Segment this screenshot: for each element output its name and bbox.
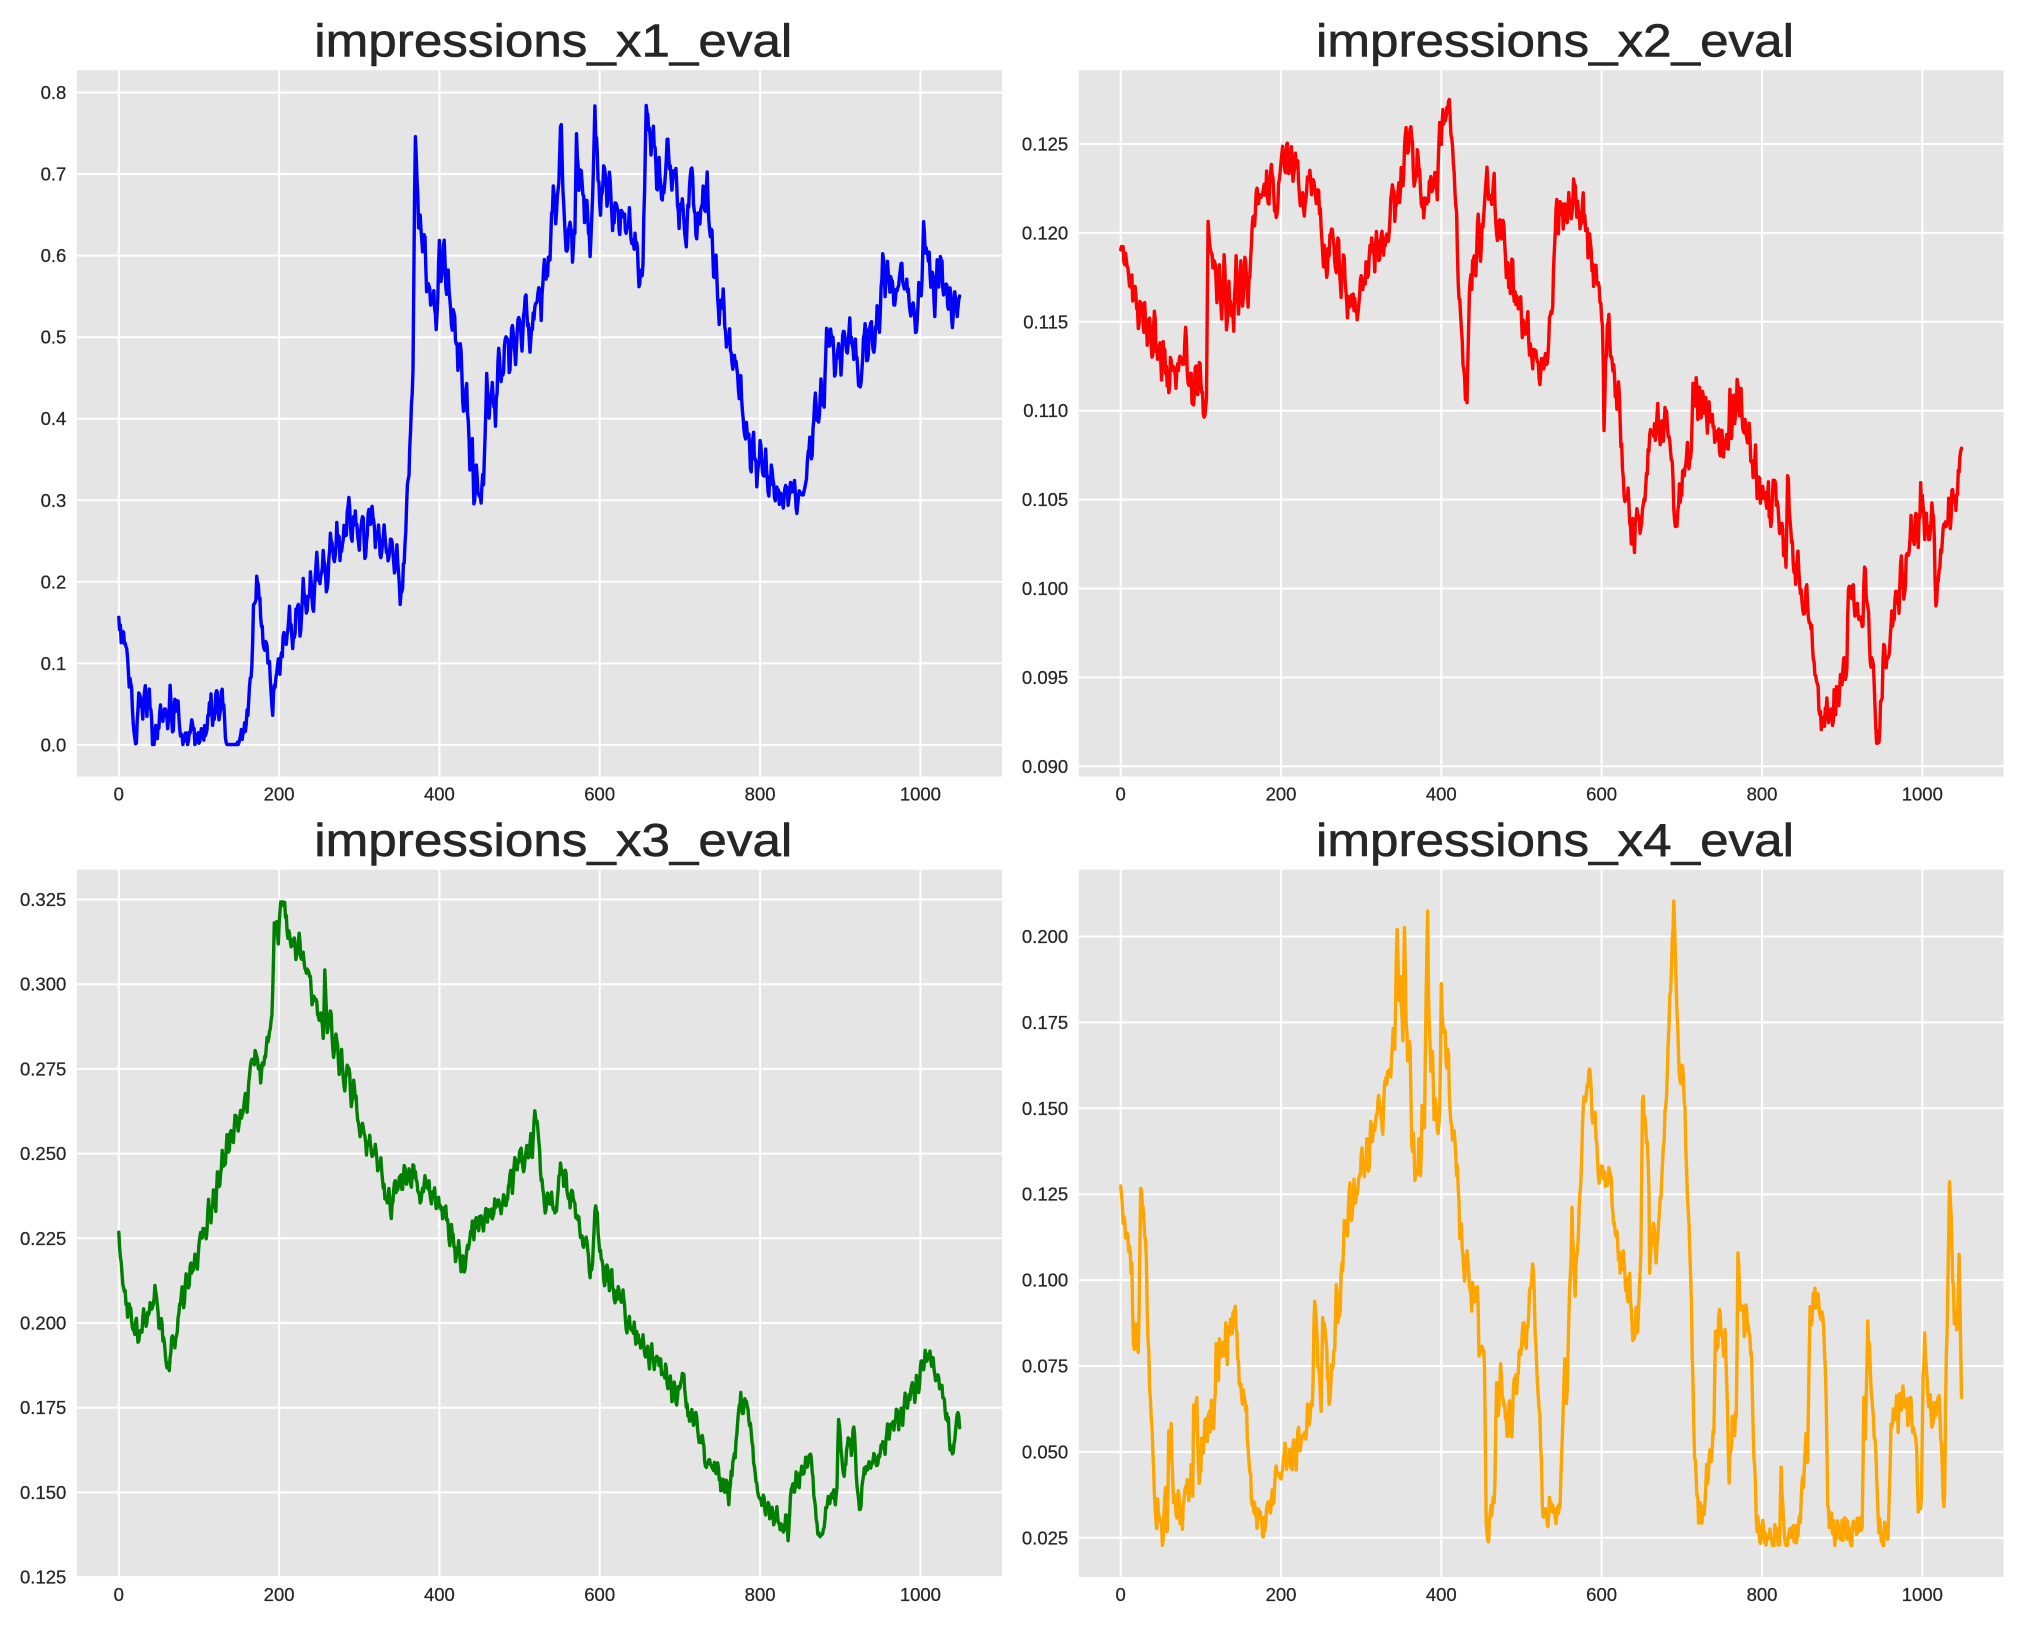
svg-text:400: 400 xyxy=(424,1584,455,1605)
svg-text:0.7: 0.7 xyxy=(41,164,67,185)
svg-text:600: 600 xyxy=(584,1584,615,1605)
svg-text:0.100: 0.100 xyxy=(1022,578,1068,599)
svg-text:0: 0 xyxy=(114,783,124,804)
svg-text:600: 600 xyxy=(584,783,615,804)
svg-text:0.175: 0.175 xyxy=(1022,1012,1068,1033)
svg-text:0.250: 0.250 xyxy=(20,1143,66,1164)
svg-text:400: 400 xyxy=(1426,1584,1457,1605)
svg-text:0.025: 0.025 xyxy=(1022,1527,1068,1548)
svg-text:0.200: 0.200 xyxy=(1022,926,1068,947)
svg-text:0: 0 xyxy=(114,1584,124,1605)
svg-text:0.275: 0.275 xyxy=(20,1058,66,1079)
svg-text:0.200: 0.200 xyxy=(20,1313,66,1334)
svg-text:200: 200 xyxy=(1266,1584,1297,1605)
svg-text:1000: 1000 xyxy=(1902,783,1943,804)
svg-text:0.2: 0.2 xyxy=(41,571,67,592)
svg-text:0.1: 0.1 xyxy=(41,653,67,674)
svg-text:200: 200 xyxy=(264,1584,295,1605)
svg-text:impressions_x1_eval: impressions_x1_eval xyxy=(314,14,792,66)
svg-text:600: 600 xyxy=(1586,783,1617,804)
svg-text:0.095: 0.095 xyxy=(1022,667,1068,688)
svg-text:0.5: 0.5 xyxy=(41,327,67,348)
svg-text:800: 800 xyxy=(1747,783,1778,804)
svg-text:0.3: 0.3 xyxy=(41,490,67,511)
svg-text:0.050: 0.050 xyxy=(1022,1441,1068,1462)
svg-text:800: 800 xyxy=(745,783,776,804)
svg-text:0.100: 0.100 xyxy=(1022,1270,1068,1291)
svg-text:impressions_x2_eval: impressions_x2_eval xyxy=(1316,14,1794,66)
svg-text:0.8: 0.8 xyxy=(41,82,67,103)
svg-text:0.120: 0.120 xyxy=(1022,222,1068,243)
svg-text:0.105: 0.105 xyxy=(1022,489,1068,510)
svg-text:200: 200 xyxy=(1266,783,1297,804)
svg-text:impressions_x3_eval: impressions_x3_eval xyxy=(314,814,792,866)
svg-text:0.300: 0.300 xyxy=(20,974,66,995)
svg-text:0.6: 0.6 xyxy=(41,245,67,266)
svg-text:200: 200 xyxy=(264,783,295,804)
svg-text:0.090: 0.090 xyxy=(1022,756,1068,777)
svg-text:0.150: 0.150 xyxy=(1022,1098,1068,1119)
svg-text:400: 400 xyxy=(1426,783,1457,804)
svg-text:1000: 1000 xyxy=(900,1584,941,1605)
svg-text:0.075: 0.075 xyxy=(1022,1356,1068,1377)
svg-text:0: 0 xyxy=(1116,783,1126,804)
svg-text:800: 800 xyxy=(1747,1584,1778,1605)
svg-text:0.4: 0.4 xyxy=(41,408,67,429)
svg-text:0.110: 0.110 xyxy=(1023,400,1068,421)
svg-text:400: 400 xyxy=(424,783,455,804)
svg-text:0.125: 0.125 xyxy=(1022,1184,1068,1205)
svg-text:0.225: 0.225 xyxy=(20,1228,66,1249)
svg-text:800: 800 xyxy=(745,1584,776,1605)
svg-text:0.325: 0.325 xyxy=(20,889,66,910)
svg-text:1000: 1000 xyxy=(1902,1584,1943,1605)
svg-text:1000: 1000 xyxy=(900,783,941,804)
svg-text:0.115: 0.115 xyxy=(1023,311,1068,332)
svg-text:0.0: 0.0 xyxy=(41,734,67,755)
svg-text:impressions_x4_eval: impressions_x4_eval xyxy=(1316,814,1794,866)
svg-text:0.175: 0.175 xyxy=(20,1397,66,1418)
svg-text:0.125: 0.125 xyxy=(20,1567,66,1588)
svg-text:600: 600 xyxy=(1586,1584,1617,1605)
svg-text:0.150: 0.150 xyxy=(20,1482,66,1503)
svg-text:0: 0 xyxy=(1116,1584,1126,1605)
svg-text:0.125: 0.125 xyxy=(1022,134,1068,155)
